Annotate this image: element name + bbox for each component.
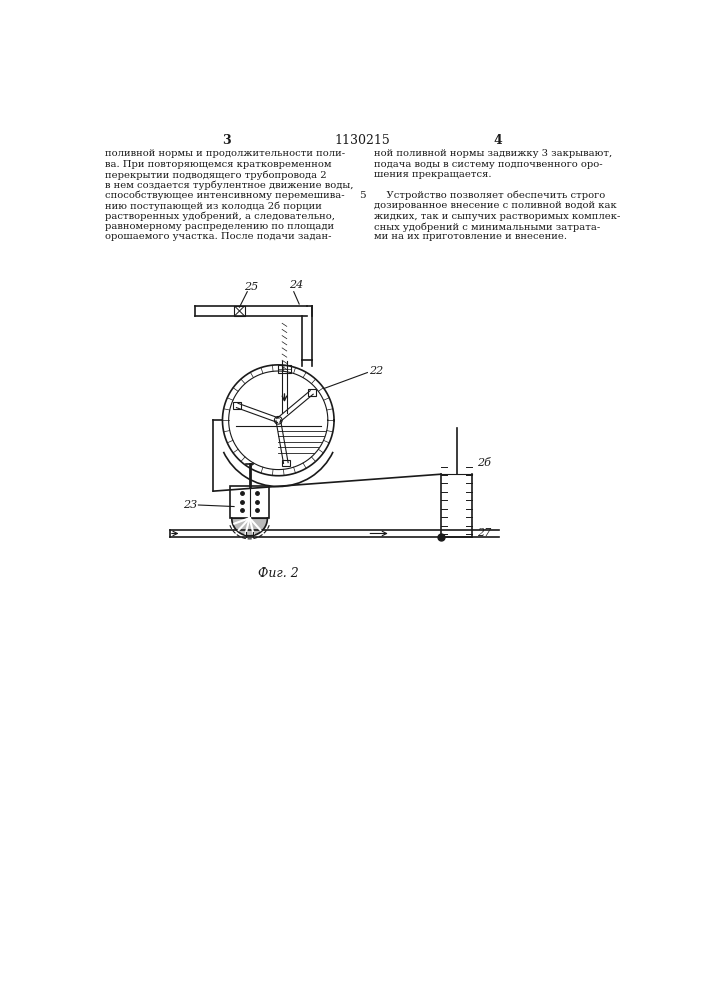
- Text: нию поступающей из колодца 2б порции: нию поступающей из колодца 2б порции: [105, 201, 322, 211]
- Text: растворенных удобрений, а следовательно,: растворенных удобрений, а следовательно,: [105, 212, 335, 221]
- Text: 23: 23: [182, 500, 197, 510]
- Text: Устройство позволяет обеспечить строго: Устройство позволяет обеспечить строго: [373, 191, 604, 200]
- Text: 5: 5: [359, 191, 366, 200]
- Bar: [279, 365, 291, 373]
- Text: жидких, так и сыпучих растворимых комплек-: жидких, так и сыпучих растворимых компле…: [373, 212, 620, 221]
- Text: поливной нормы и продолжительности поли-: поливной нормы и продолжительности поли-: [105, 149, 346, 158]
- Text: Фиг. 2: Фиг. 2: [258, 567, 298, 580]
- Text: 24: 24: [289, 280, 303, 290]
- Text: 22: 22: [369, 366, 383, 376]
- Text: 3: 3: [222, 134, 230, 147]
- Text: подача воды в систему подпочвенного оро-: подача воды в систему подпочвенного оро-: [373, 160, 602, 169]
- Bar: [308, 389, 315, 396]
- Text: 27: 27: [477, 528, 491, 538]
- Bar: [233, 402, 241, 409]
- Text: ва. При повторяющемся кратковременном: ва. При повторяющемся кратковременном: [105, 160, 332, 169]
- Text: шения прекращается.: шения прекращается.: [373, 170, 491, 179]
- Text: 25: 25: [244, 282, 258, 292]
- Text: 1130215: 1130215: [334, 134, 390, 147]
- Bar: [282, 460, 290, 466]
- Bar: [230, 486, 269, 518]
- Text: 2б: 2б: [477, 458, 491, 468]
- Text: перекрытии подводящего трубопровода 2: перекрытии подводящего трубопровода 2: [105, 170, 327, 180]
- Circle shape: [274, 416, 282, 424]
- Text: в нем создается турбулентное движение воды,: в нем создается турбулентное движение во…: [105, 180, 354, 190]
- Text: ми на их приготовление и внесение.: ми на их приготовление и внесение.: [373, 232, 566, 241]
- Text: сных удобрений с минимальными затрата-: сных удобрений с минимальными затрата-: [373, 222, 600, 232]
- Polygon shape: [232, 518, 267, 536]
- Text: дозированное внесение с поливной водой как: дозированное внесение с поливной водой к…: [373, 201, 617, 210]
- Text: 4: 4: [493, 134, 502, 147]
- Text: способствующее интенсивному перемешива-: способствующее интенсивному перемешива-: [105, 191, 345, 200]
- Text: равномерному распределению по площади: равномерному распределению по площади: [105, 222, 334, 231]
- Text: орошаемого участка. После подачи задан-: орошаемого участка. После подачи задан-: [105, 232, 332, 241]
- Bar: [234, 306, 245, 316]
- Text: ной поливной нормы задвижку 3 закрывают,: ной поливной нормы задвижку 3 закрывают,: [373, 149, 612, 158]
